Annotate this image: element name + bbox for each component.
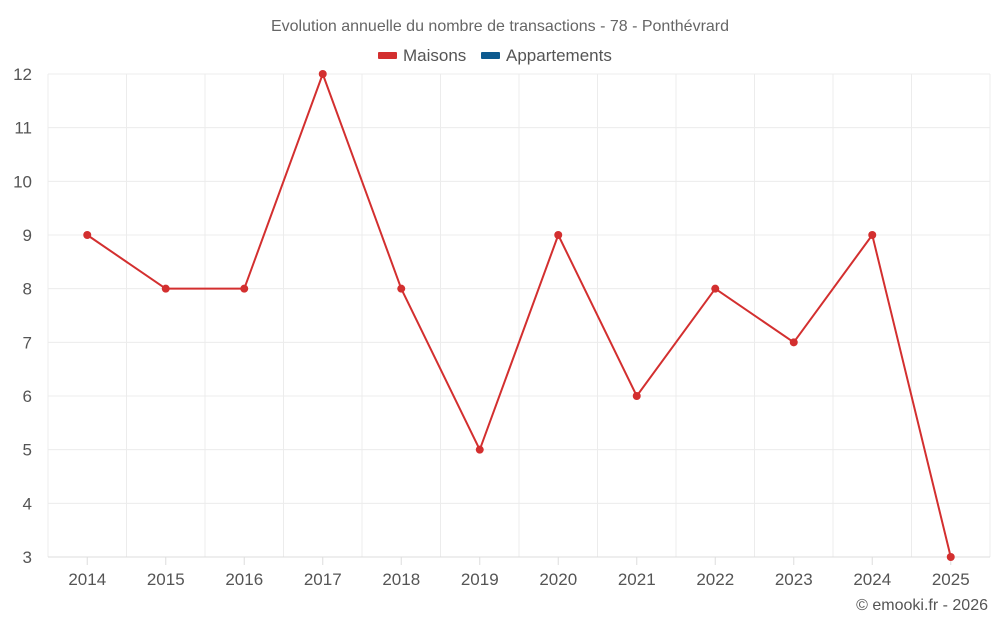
- legend-swatch-appartements: [481, 52, 500, 59]
- x-tick-label: 2024: [853, 570, 891, 589]
- y-tick-label: 5: [23, 441, 32, 460]
- x-tick-label: 2014: [68, 570, 106, 589]
- data-point-maisons[interactable]: [632, 392, 641, 400]
- legend-label-maisons: Maisons: [403, 46, 466, 65]
- data-point-maisons[interactable]: [554, 231, 563, 239]
- series-line-maisons: [86, 73, 952, 558]
- y-axis-ticks: 3 4 5 6 7 8 9 10 11 12: [13, 65, 32, 567]
- data-point-maisons[interactable]: [868, 231, 877, 239]
- data-point-maisons[interactable]: [161, 284, 170, 293]
- x-tick-label: 2015: [147, 570, 185, 589]
- legend-label-appartements: Appartements: [506, 46, 612, 65]
- y-tick-label: 9: [23, 226, 32, 245]
- data-point-maisons[interactable]: [711, 284, 720, 293]
- legend: Maisons Appartements: [378, 46, 612, 65]
- x-tick-label: 2025: [932, 570, 970, 589]
- y-tick-label: 6: [23, 387, 32, 406]
- legend-item-maisons[interactable]: Maisons: [378, 46, 466, 65]
- data-point-maisons[interactable]: [946, 553, 955, 561]
- credit-text: © emooki.fr - 2026: [856, 597, 988, 614]
- x-tick-label: 2022: [696, 570, 734, 589]
- grid: [47, 73, 991, 558]
- data-point-maisons[interactable]: [83, 231, 92, 239]
- data-point-maisons[interactable]: [789, 338, 798, 347]
- x-axis-ticks: 2014 2015 2016 2017 2018 2019 2020 2021 2022 2023…: [68, 557, 970, 589]
- x-tick-label: 2018: [382, 570, 420, 589]
- series-layer: [83, 70, 955, 561]
- x-tick-label: 2019: [461, 570, 499, 589]
- x-tick-label: 2017: [304, 570, 342, 589]
- legend-item-appartements[interactable]: Appartements: [481, 46, 612, 65]
- chart-title: Evolution annuelle du nombre de transact…: [271, 18, 729, 35]
- y-tick-label: 11: [14, 119, 32, 138]
- y-tick-label: 4: [23, 494, 32, 513]
- y-tick-label: 10: [13, 172, 32, 191]
- data-point-maisons[interactable]: [318, 70, 327, 78]
- x-tick-label: 2023: [775, 570, 813, 589]
- data-point-maisons[interactable]: [397, 284, 406, 293]
- x-tick-label: 2020: [539, 570, 577, 589]
- data-point-maisons[interactable]: [475, 445, 484, 454]
- x-tick-label: 2016: [225, 570, 263, 589]
- y-tick-label: 3: [23, 548, 32, 567]
- y-tick-label: 8: [23, 280, 32, 299]
- legend-swatch-maisons: [378, 52, 397, 59]
- y-tick-label: 7: [23, 333, 32, 352]
- x-tick-label: 2021: [618, 570, 656, 589]
- data-point-maisons[interactable]: [240, 284, 249, 293]
- y-tick-label: 12: [13, 65, 32, 84]
